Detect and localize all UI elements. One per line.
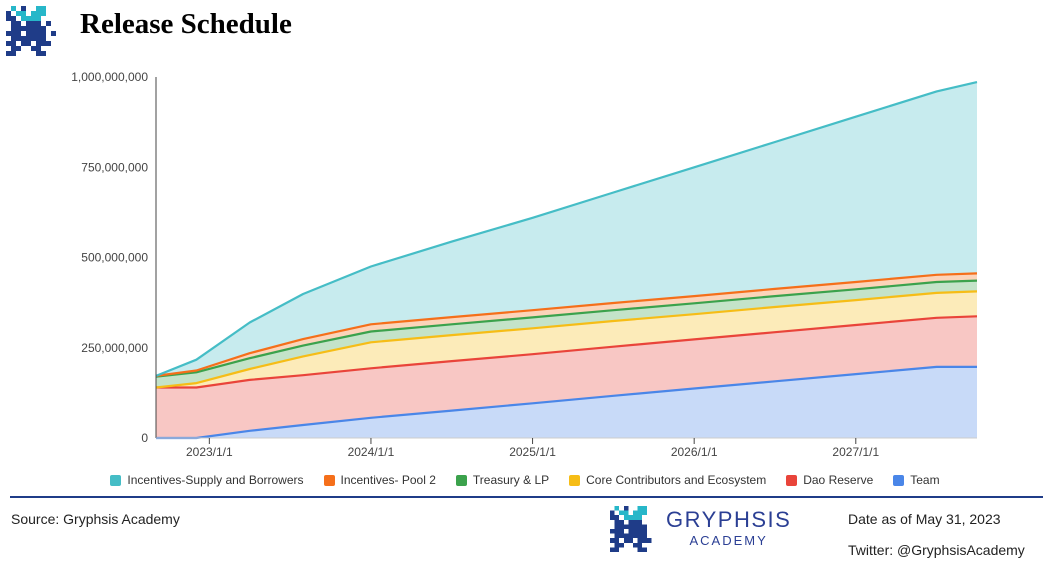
twitter-handle: Twitter: @GryphsisAcademy (848, 542, 1025, 558)
legend-item-dao-reserve[interactable]: Dao Reserve (786, 473, 873, 487)
x-tick-label: 2025/1/1 (509, 445, 556, 459)
legend-swatch (786, 474, 798, 486)
chart-axes: 0 250,000,000 500,000,000 750,000,000 1,000,… (71, 70, 977, 459)
brand-name: GRYPHSIS (666, 507, 792, 532)
x-tick-label: 2026/1/1 (671, 445, 718, 459)
legend-swatch (110, 474, 122, 486)
chart-areas (156, 82, 977, 438)
area-core-contributors-and-ecosystem (156, 291, 977, 388)
legend-swatch (455, 474, 467, 486)
legend-swatch (569, 474, 581, 486)
chart-legend: Incentives-Supply and Borrowers Incentiv… (0, 471, 1050, 489)
release-schedule-chart: 0 250,000,000 500,000,000 750,000,000 1,000,… (71, 70, 978, 459)
legend-label: Treasury & LP (472, 473, 550, 487)
area-treasury-lp (156, 280, 977, 388)
line-incentives-supply-and-borrowers (155, 81, 978, 377)
area-incentives-supply-and-borrowers (156, 82, 977, 376)
y-tick-label: 500,000,000 (81, 251, 148, 265)
x-tick-label: 2027/1/1 (832, 445, 879, 459)
legend-item-incentives-supply[interactable]: Incentives-Supply and Borrowers (110, 473, 304, 487)
legend-swatch (893, 474, 905, 486)
brand-subtitle: ACADEMY (689, 533, 768, 548)
legend-item-treasury-lp[interactable]: Treasury & LP (455, 473, 550, 487)
chart-lines (155, 81, 978, 440)
legend-label: Team (910, 473, 940, 487)
y-tick-label: 750,000,000 (81, 160, 148, 174)
line-dao-reserve (156, 315, 978, 389)
line-incentives-pool-2 (155, 272, 978, 377)
x-tick-label: 2023/1/1 (186, 445, 233, 459)
gryphsis-logo-icon (6, 6, 56, 56)
y-tick-label: 250,000,000 (81, 341, 148, 355)
brand-block: GRYPHSIS ACADEMY (610, 506, 791, 552)
footer-divider (10, 496, 1043, 498)
area-team (156, 366, 977, 438)
area-incentives-pool-2 (156, 273, 977, 377)
legend-item-team[interactable]: Team (893, 473, 940, 487)
x-tick-label: 2024/1/1 (348, 445, 395, 459)
legend-label: Incentives- Pool 2 (340, 473, 436, 487)
date-note: Date as of May 31, 2023 (848, 511, 1001, 527)
gryphsis-brand-icon (610, 506, 652, 552)
area-dao-reserve (156, 316, 977, 438)
y-tick-label: 0 (141, 431, 148, 445)
legend-swatch (323, 474, 335, 486)
line-treasury-lp (155, 279, 978, 378)
legend-item-incentives-pool2[interactable]: Incentives- Pool 2 (323, 473, 436, 487)
page-title: Release Schedule (80, 8, 292, 40)
source-note: Source: Gryphsis Academy (11, 511, 180, 527)
line-core-contributors-and-ecosystem (155, 290, 978, 389)
legend-label: Core Contributors and Ecosystem (586, 473, 767, 487)
legend-label: Dao Reserve (803, 473, 874, 487)
legend-label: Incentives-Supply and Borrowers (127, 473, 304, 487)
line-team (156, 365, 977, 440)
y-tick-label: 1,000,000,000 (71, 70, 148, 84)
legend-item-core-contributors[interactable]: Core Contributors and Ecosystem (569, 473, 766, 487)
